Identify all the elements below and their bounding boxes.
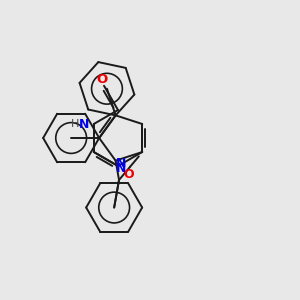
Text: N: N <box>116 157 126 170</box>
Text: O: O <box>124 168 134 181</box>
Text: N: N <box>116 163 126 176</box>
Text: N: N <box>79 118 89 130</box>
Text: O: O <box>96 73 108 86</box>
Text: H: H <box>70 119 79 129</box>
